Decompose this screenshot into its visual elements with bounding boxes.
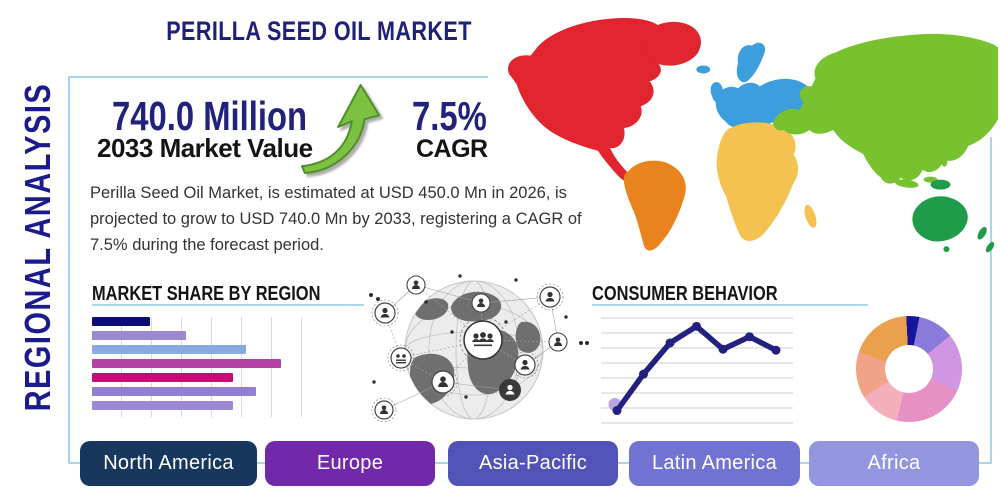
region-button-asia-pacific[interactable]: Asia-Pacific (448, 441, 618, 486)
people-network-nodes (371, 275, 568, 423)
cagr-label: CAGR (416, 135, 488, 163)
bar-3 (92, 345, 246, 354)
island-nz-north (977, 226, 987, 240)
growth-arrow-icon (300, 84, 381, 174)
people-group-node (459, 316, 507, 364)
frame-right-line (990, 137, 992, 464)
region-button-latin-america[interactable]: Latin America (629, 441, 800, 486)
region-button-north-america[interactable]: North America (80, 441, 257, 486)
island-sulawesi (941, 154, 948, 167)
island-tasmania (943, 246, 950, 253)
world-map-icon (508, 17, 999, 253)
continent-africa (716, 122, 799, 241)
continent-australia (912, 196, 968, 242)
bar-1 (92, 317, 151, 326)
island-madagascar (804, 204, 817, 228)
market-share-bar-chart (92, 317, 306, 417)
region-button-africa[interactable]: Africa (809, 441, 979, 486)
market-value-stat: 740.0 Million (112, 93, 308, 139)
island-java (894, 179, 919, 188)
side-vertical-label: REGIONAL ANALYSIS (17, 82, 58, 412)
continent-north-america (508, 17, 666, 183)
page-title: PERILLA SEED OIL MARKET (166, 16, 472, 46)
market-share-section-title: MARKET SHARE BY REGION (92, 282, 321, 305)
continent-asia (772, 33, 999, 184)
person-nodes (371, 275, 568, 423)
consumer-behavior-section-title: CONSUMER BEHAVIOR (592, 282, 778, 305)
market-value-label: 2033 Market Value (97, 133, 313, 163)
globe-network-icon (369, 274, 589, 423)
frame-left-line (68, 76, 70, 464)
island-sumatra (876, 166, 896, 177)
island-nz-south (985, 241, 995, 253)
bar-6 (92, 387, 257, 396)
bar-2 (92, 331, 186, 340)
market-share-underline (92, 304, 364, 306)
donut-chart (856, 316, 962, 422)
island-philippines (912, 144, 921, 163)
island-iceland (696, 65, 711, 74)
market-description: Perilla Seed Oil Market, is estimated at… (90, 184, 582, 254)
continent-greenland (645, 21, 702, 66)
bar-5 (92, 373, 234, 382)
region-button-europe[interactable]: Europe (265, 441, 435, 486)
continent-south-america (623, 160, 686, 251)
region-scandinavia (736, 42, 766, 83)
consumer-behavior-line-chart (601, 317, 793, 424)
frame-top-line (68, 76, 488, 78)
bar-4 (92, 359, 282, 368)
island-new-guinea (930, 179, 951, 190)
cagr-stat: 7.5% (412, 93, 487, 139)
island-japan (921, 90, 942, 116)
bar-7 (92, 401, 234, 410)
consumer-behavior-underline (592, 304, 868, 306)
